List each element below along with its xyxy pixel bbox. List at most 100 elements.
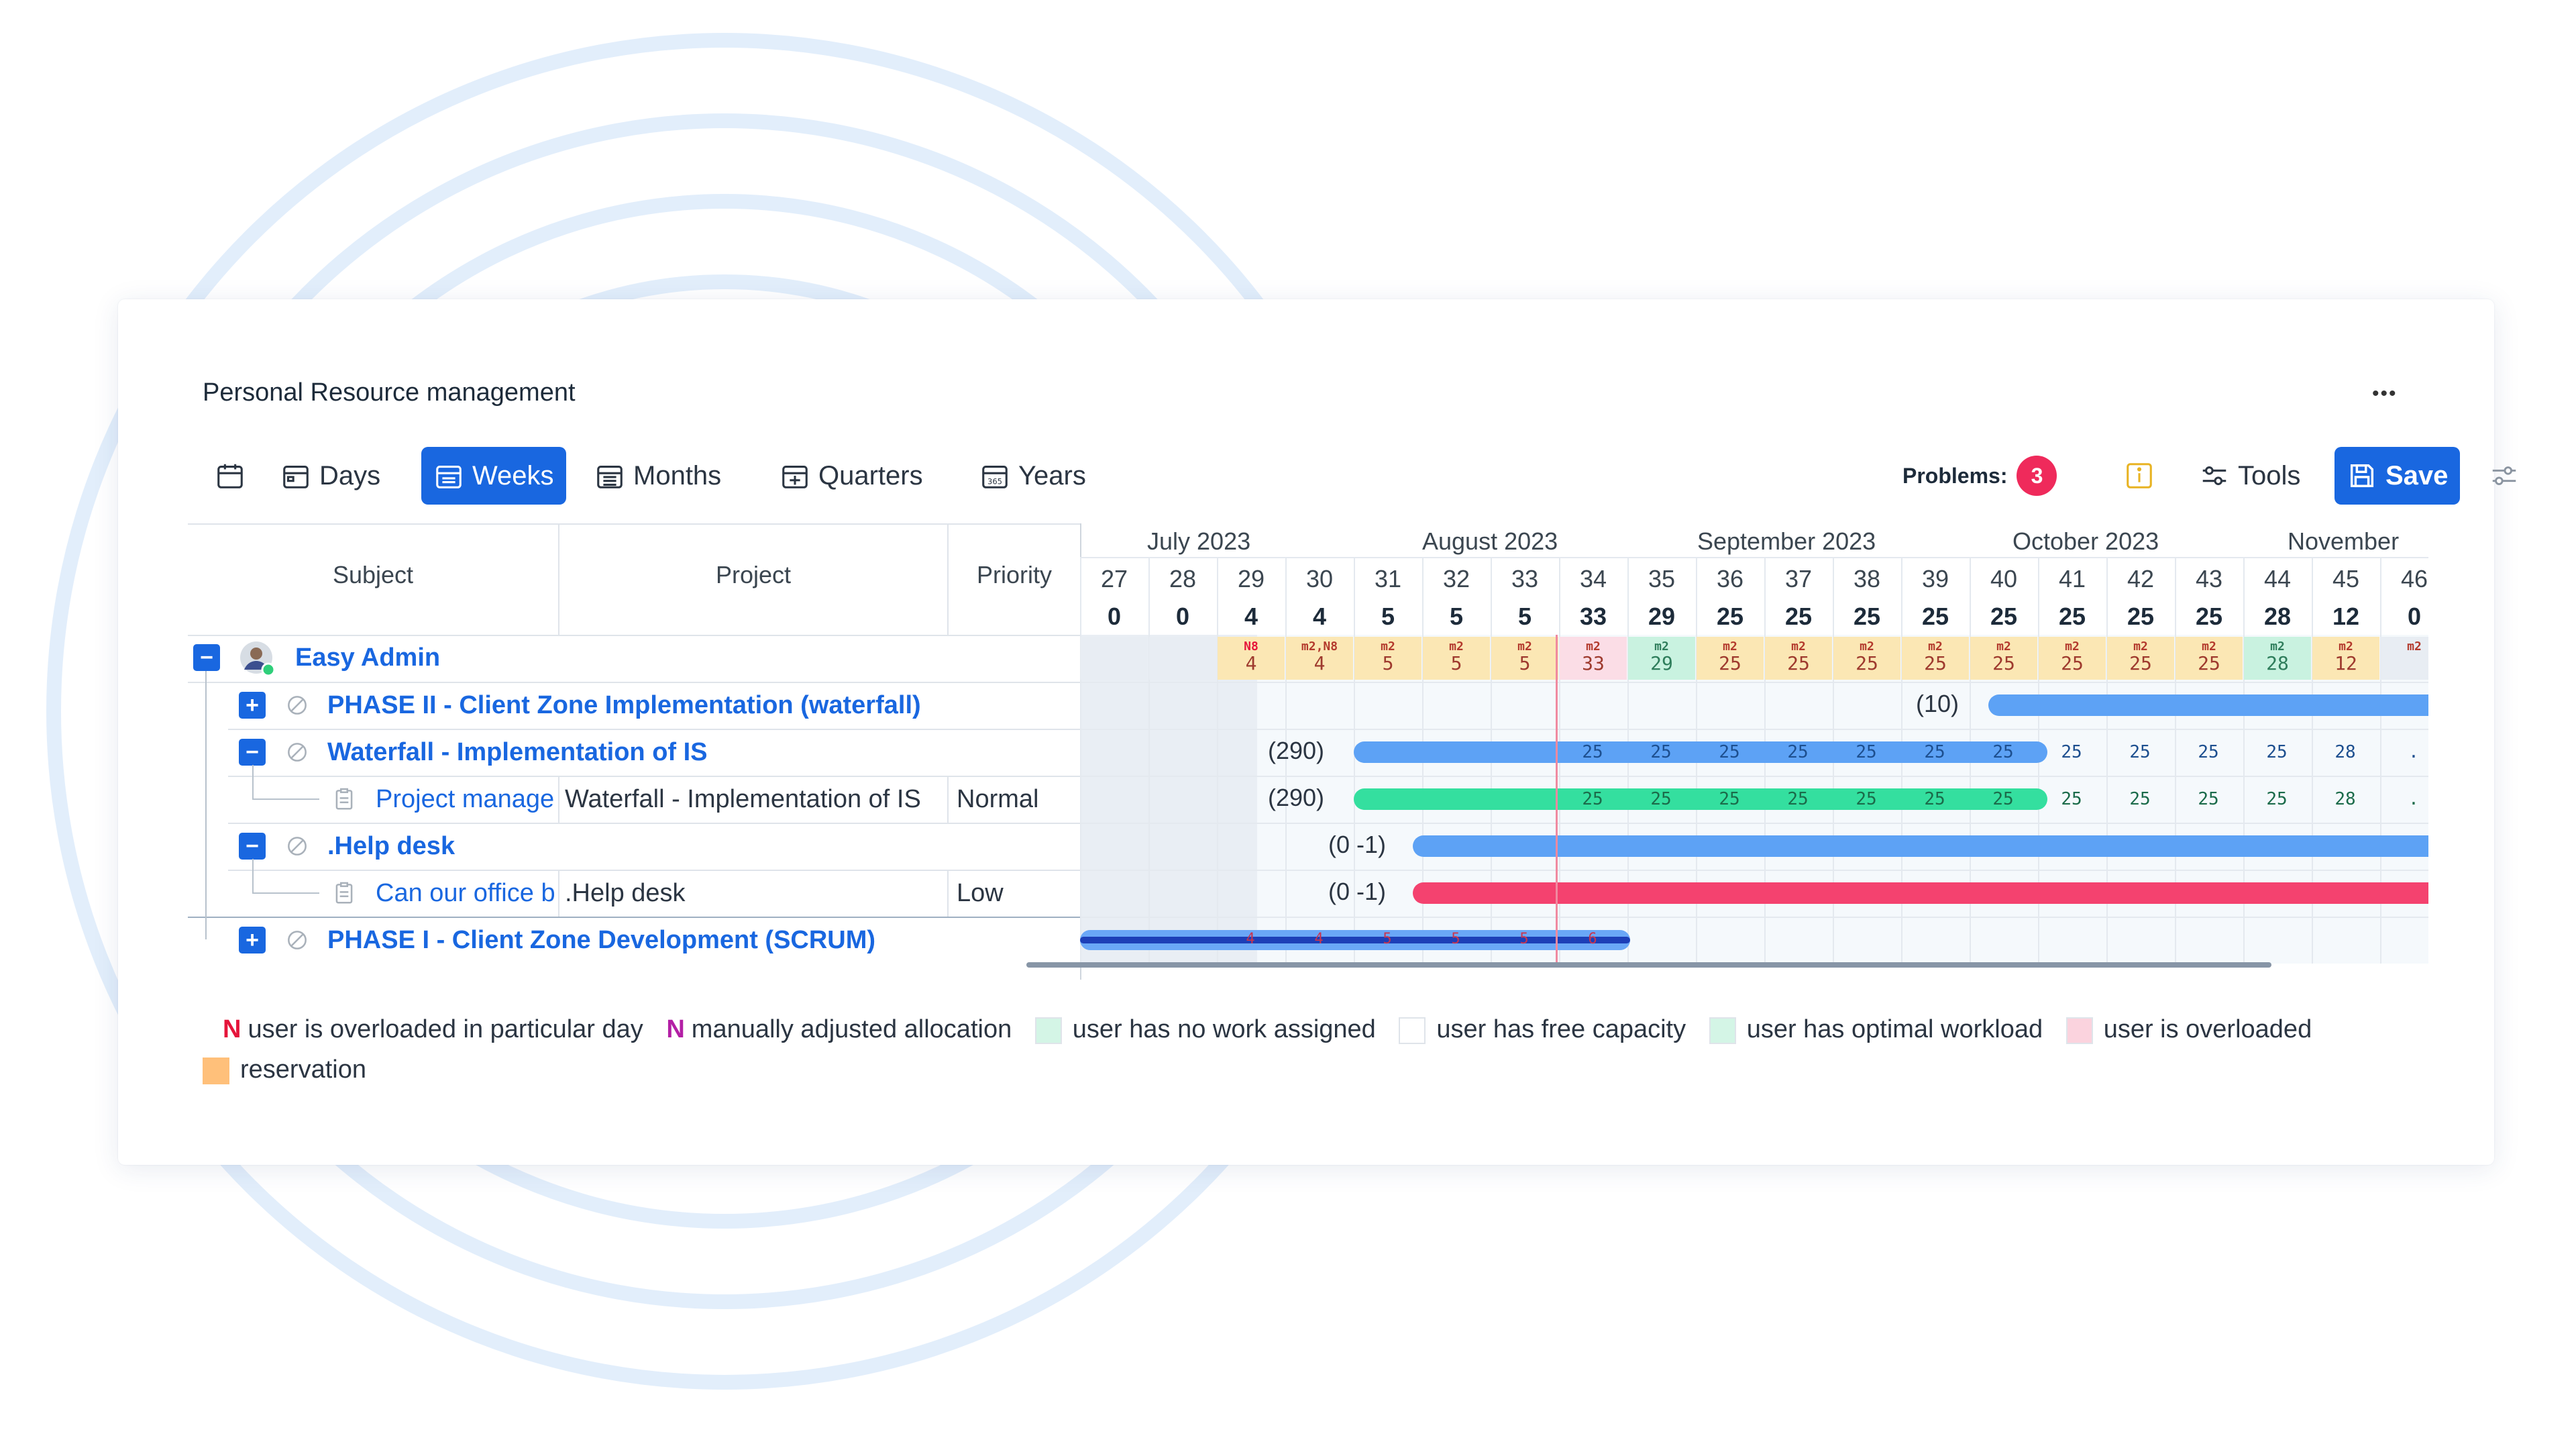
task-name[interactable]: Project manage (376, 785, 555, 813)
user-name[interactable]: Easy Admin (295, 643, 441, 672)
office-task-gantt-bar[interactable] (1413, 882, 2428, 904)
more-options-button[interactable]: ••• (2372, 382, 2398, 405)
week-number[interactable]: 33 (1511, 565, 1539, 592)
week-number[interactable]: 35 (1648, 565, 1676, 592)
weeks-label: Weeks (472, 460, 554, 491)
allocation-cell[interactable]: m2 5 (1354, 637, 1421, 680)
calendar-button[interactable] (203, 447, 258, 505)
horizontal-scrollbar[interactable] (1026, 962, 2271, 968)
week-number[interactable]: 39 (1921, 565, 1949, 592)
week-divider (2175, 558, 2176, 964)
week-total: 0 (1107, 603, 1122, 630)
office-task-row[interactable]: Can our office b .Help desk Low (188, 870, 1080, 917)
calendar-year-icon: 365 (982, 466, 1008, 488)
week-number[interactable]: 29 (1237, 565, 1265, 592)
phase1-row[interactable]: + PHASE I - Client Zone Development (SCR… (188, 917, 1080, 964)
collapse-icon[interactable]: − (239, 739, 266, 766)
cell-divider (558, 776, 559, 823)
week-number[interactable]: 40 (1990, 565, 2018, 592)
allocation-cell[interactable]: m2 5 (1491, 637, 1558, 680)
problems-indicator[interactable]: Problems: 3 (1902, 447, 2057, 505)
allocation-cell[interactable]: N8 4 (1218, 637, 1285, 680)
years-button[interactable]: 365 Years (967, 447, 1098, 505)
bar-hours: 25 (1924, 742, 1945, 762)
quarters-button[interactable]: Quarters (767, 447, 935, 505)
allocation-cell[interactable] (1081, 637, 1148, 680)
week-number[interactable]: 28 (1169, 565, 1197, 592)
cell-divider (558, 870, 559, 917)
helpdesk-gantt-bar[interactable] (1413, 835, 2428, 857)
collapse-icon[interactable]: − (193, 644, 220, 671)
helpdesk-row[interactable]: − .Help desk (188, 823, 1080, 870)
tools-button[interactable]: Tools (2187, 447, 2312, 505)
save-button[interactable]: Save (2334, 447, 2461, 505)
bar-hours: 25 (1924, 789, 1945, 809)
allocation-cell[interactable]: m2 25 (1902, 637, 1969, 680)
week-number[interactable]: 32 (1442, 565, 1470, 592)
waterfall-name[interactable]: Waterfall - Implementation of IS (327, 738, 708, 766)
week-number[interactable]: 38 (1853, 565, 1881, 592)
allocation-cell[interactable]: m2 5 (1423, 637, 1490, 680)
weeks-button[interactable]: Weeks (421, 447, 566, 505)
days-button[interactable]: Days (268, 447, 392, 505)
week-number[interactable]: 42 (2127, 565, 2155, 592)
row-border (1080, 682, 2428, 683)
task-gantt-bar[interactable] (1354, 788, 2047, 810)
phase2-gantt-bar[interactable] (1988, 694, 2428, 716)
allocation-cell[interactable]: m2 25 (1970, 637, 2037, 680)
allocation-cell[interactable]: m2 25 (2039, 637, 2106, 680)
week-number[interactable]: 37 (1784, 565, 1813, 592)
week-number[interactable]: 43 (2195, 565, 2223, 592)
row-border (1080, 729, 2428, 730)
week-number[interactable]: 31 (1374, 565, 1402, 592)
allocation-cell[interactable]: m2 33 (1560, 637, 1627, 680)
week-number[interactable]: 45 (2332, 565, 2360, 592)
info-button[interactable] (2112, 447, 2167, 505)
allocation-cell[interactable]: m2 25 (1697, 637, 1764, 680)
week-number[interactable]: 34 (1579, 565, 1607, 592)
week-divider (2380, 558, 2381, 964)
project-column-header[interactable]: Project (715, 561, 792, 588)
week-number[interactable]: 41 (2058, 565, 2086, 592)
expand-icon[interactable]: + (239, 692, 266, 719)
priority-column-header[interactable]: Priority (976, 561, 1052, 588)
helpdesk-name[interactable]: .Help desk (327, 832, 455, 860)
user-row[interactable]: − Easy Admin (188, 635, 1080, 682)
allocation-cell[interactable]: m2 (2381, 637, 2428, 680)
allocation-tag: N8 (1244, 639, 1258, 654)
allocation-cell[interactable]: m2 25 (1765, 637, 1832, 680)
waterfall-gantt-bar[interactable] (1354, 741, 2047, 763)
allocation-tag: m2 (2202, 639, 2216, 654)
allocation-cell[interactable]: m2 29 (1628, 637, 1695, 680)
collapse-icon[interactable]: − (239, 833, 266, 860)
waterfall-row[interactable]: − Waterfall - Implementation of IS (188, 729, 1080, 776)
legend-reservation: reservation (203, 1049, 366, 1090)
allocation-cell[interactable]: m2 25 (1833, 637, 1900, 680)
allocation-cell[interactable]: m2 28 (2244, 637, 2311, 680)
phase2-name[interactable]: PHASE II - Client Zone Implementation (w… (327, 691, 921, 719)
allocation-cell[interactable]: m2 25 (2176, 637, 2243, 680)
week-number[interactable]: 46 (2400, 565, 2428, 592)
subject-column-header[interactable]: Subject (332, 561, 414, 588)
bar-hours: 25 (1582, 789, 1603, 809)
allocation-cell[interactable]: m2,N8 4 (1286, 637, 1353, 680)
week-number[interactable]: 30 (1305, 565, 1334, 592)
task-name[interactable]: Can our office b (376, 879, 554, 907)
week-number[interactable]: 27 (1100, 565, 1128, 592)
allocation-cell[interactable]: m2 25 (2107, 637, 2174, 680)
expand-icon[interactable]: + (239, 927, 266, 953)
allocation-cell[interactable]: m2 12 (2312, 637, 2379, 680)
week-total: 12 (2332, 603, 2360, 630)
week-number[interactable]: 44 (2263, 565, 2292, 592)
phase1-name[interactable]: PHASE I - Client Zone Development (SCRUM… (327, 926, 876, 954)
project-manage-task-row[interactable]: Project manage Waterfall - Implementatio… (188, 776, 1080, 823)
allocation-cell[interactable] (1149, 637, 1216, 680)
allocation-value: 25 (2198, 652, 2220, 674)
months-button[interactable]: Months (582, 447, 733, 505)
legend-overloaded: user is overloaded (2065, 1009, 2312, 1049)
week-number[interactable]: 36 (1716, 565, 1744, 592)
settings-button[interactable] (2477, 447, 2532, 505)
phase2-row[interactable]: + PHASE II - Client Zone Implementation … (188, 682, 1080, 729)
